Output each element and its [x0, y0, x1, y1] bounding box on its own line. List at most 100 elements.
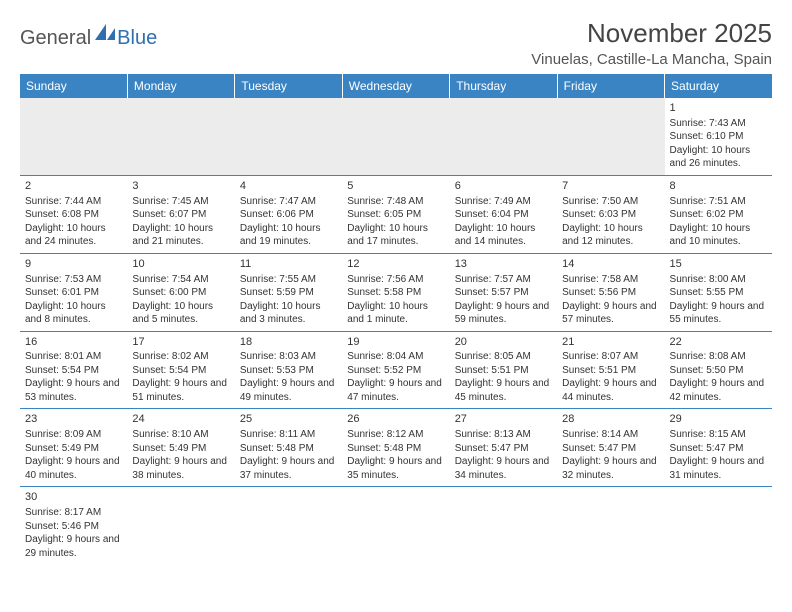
sunrise-line: Sunrise: 7:45 AM [132, 195, 229, 209]
weekday-header: Saturday [665, 74, 772, 98]
day-number: 30 [25, 490, 122, 505]
daylight-line: Daylight: 9 hours and 57 minutes. [562, 300, 659, 327]
calendar-row: 30Sunrise: 8:17 AMSunset: 5:46 PMDayligh… [20, 487, 772, 564]
sunset-line: Sunset: 5:57 PM [455, 286, 552, 300]
sunset-line: Sunset: 5:51 PM [562, 364, 659, 378]
calendar-row: 16Sunrise: 8:01 AMSunset: 5:54 PMDayligh… [20, 331, 772, 409]
calendar-cell: 22Sunrise: 8:08 AMSunset: 5:50 PMDayligh… [665, 331, 772, 409]
day-number: 11 [240, 257, 337, 272]
calendar-cell: 27Sunrise: 8:13 AMSunset: 5:47 PMDayligh… [450, 409, 557, 487]
weekday-header: Wednesday [342, 74, 449, 98]
sunrise-line: Sunrise: 7:43 AM [670, 117, 767, 131]
sunrise-line: Sunrise: 8:02 AM [132, 350, 229, 364]
sunset-line: Sunset: 5:50 PM [670, 364, 767, 378]
sunset-line: Sunset: 6:10 PM [670, 130, 767, 144]
sunrise-line: Sunrise: 8:14 AM [562, 428, 659, 442]
sunset-line: Sunset: 6:02 PM [670, 208, 767, 222]
day-number: 8 [670, 179, 767, 194]
sunset-line: Sunset: 5:52 PM [347, 364, 444, 378]
daylight-line: Daylight: 10 hours and 26 minutes. [670, 144, 767, 171]
day-number: 16 [25, 335, 122, 350]
sunset-line: Sunset: 5:48 PM [347, 442, 444, 456]
sunrise-line: Sunrise: 8:09 AM [25, 428, 122, 442]
day-number: 22 [670, 335, 767, 350]
sunrise-line: Sunrise: 7:56 AM [347, 273, 444, 287]
weekday-header: Monday [127, 74, 234, 98]
sunrise-line: Sunrise: 8:03 AM [240, 350, 337, 364]
sunset-line: Sunset: 6:08 PM [25, 208, 122, 222]
sunset-line: Sunset: 5:49 PM [132, 442, 229, 456]
sunset-line: Sunset: 5:59 PM [240, 286, 337, 300]
calendar-cell [127, 487, 234, 564]
daylight-line: Daylight: 10 hours and 5 minutes. [132, 300, 229, 327]
sunrise-line: Sunrise: 8:04 AM [347, 350, 444, 364]
calendar-row: 23Sunrise: 8:09 AMSunset: 5:49 PMDayligh… [20, 409, 772, 487]
calendar-cell: 16Sunrise: 8:01 AMSunset: 5:54 PMDayligh… [20, 331, 127, 409]
calendar-cell [665, 487, 772, 564]
calendar-cell: 26Sunrise: 8:12 AMSunset: 5:48 PMDayligh… [342, 409, 449, 487]
day-number: 4 [240, 179, 337, 194]
sunrise-line: Sunrise: 7:54 AM [132, 273, 229, 287]
daylight-line: Daylight: 9 hours and 35 minutes. [347, 455, 444, 482]
sunset-line: Sunset: 5:47 PM [562, 442, 659, 456]
weekday-row: SundayMondayTuesdayWednesdayThursdayFrid… [20, 74, 772, 98]
sunrise-line: Sunrise: 8:11 AM [240, 428, 337, 442]
calendar-cell: 7Sunrise: 7:50 AMSunset: 6:03 PMDaylight… [557, 175, 664, 253]
day-number: 15 [670, 257, 767, 272]
sunset-line: Sunset: 6:04 PM [455, 208, 552, 222]
day-number: 3 [132, 179, 229, 194]
calendar-cell [557, 487, 664, 564]
calendar-cell [342, 487, 449, 564]
weekday-header: Friday [557, 74, 664, 98]
sunset-line: Sunset: 5:55 PM [670, 286, 767, 300]
daylight-line: Daylight: 10 hours and 8 minutes. [25, 300, 122, 327]
location-text: Vinuelas, Castille-La Mancha, Spain [531, 51, 772, 68]
sunrise-line: Sunrise: 7:44 AM [25, 195, 122, 209]
sunset-line: Sunset: 5:54 PM [132, 364, 229, 378]
calendar-table: SundayMondayTuesdayWednesdayThursdayFrid… [20, 74, 772, 564]
calendar-cell [127, 98, 234, 175]
sunrise-line: Sunrise: 8:01 AM [25, 350, 122, 364]
sunrise-line: Sunrise: 8:00 AM [670, 273, 767, 287]
sunrise-line: Sunrise: 8:13 AM [455, 428, 552, 442]
day-number: 13 [455, 257, 552, 272]
daylight-line: Daylight: 9 hours and 37 minutes. [240, 455, 337, 482]
logo-text-main: General [20, 27, 91, 50]
sunset-line: Sunset: 6:03 PM [562, 208, 659, 222]
sunset-line: Sunset: 5:47 PM [455, 442, 552, 456]
daylight-line: Daylight: 10 hours and 17 minutes. [347, 222, 444, 249]
daylight-line: Daylight: 9 hours and 31 minutes. [670, 455, 767, 482]
daylight-line: Daylight: 9 hours and 51 minutes. [132, 377, 229, 404]
calendar-row: 2Sunrise: 7:44 AMSunset: 6:08 PMDaylight… [20, 175, 772, 253]
sunrise-line: Sunrise: 8:12 AM [347, 428, 444, 442]
daylight-line: Daylight: 10 hours and 19 minutes. [240, 222, 337, 249]
sunrise-line: Sunrise: 8:17 AM [25, 506, 122, 520]
day-number: 5 [347, 179, 444, 194]
calendar-cell: 3Sunrise: 7:45 AMSunset: 6:07 PMDaylight… [127, 175, 234, 253]
day-number: 27 [455, 412, 552, 427]
calendar-cell: 12Sunrise: 7:56 AMSunset: 5:58 PMDayligh… [342, 253, 449, 331]
month-title: November 2025 [531, 18, 772, 49]
calendar-cell: 10Sunrise: 7:54 AMSunset: 6:00 PMDayligh… [127, 253, 234, 331]
sunset-line: Sunset: 5:54 PM [25, 364, 122, 378]
daylight-line: Daylight: 9 hours and 34 minutes. [455, 455, 552, 482]
daylight-line: Daylight: 9 hours and 38 minutes. [132, 455, 229, 482]
day-number: 18 [240, 335, 337, 350]
calendar-cell [342, 98, 449, 175]
sunrise-line: Sunrise: 8:10 AM [132, 428, 229, 442]
calendar-cell: 1Sunrise: 7:43 AMSunset: 6:10 PMDaylight… [665, 98, 772, 175]
daylight-line: Daylight: 10 hours and 3 minutes. [240, 300, 337, 327]
calendar-cell [450, 98, 557, 175]
daylight-line: Daylight: 9 hours and 44 minutes. [562, 377, 659, 404]
calendar-cell: 11Sunrise: 7:55 AMSunset: 5:59 PMDayligh… [235, 253, 342, 331]
calendar-cell: 15Sunrise: 8:00 AMSunset: 5:55 PMDayligh… [665, 253, 772, 331]
sunset-line: Sunset: 5:51 PM [455, 364, 552, 378]
day-number: 26 [347, 412, 444, 427]
logo-sail-icon [95, 24, 117, 45]
calendar-cell: 5Sunrise: 7:48 AMSunset: 6:05 PMDaylight… [342, 175, 449, 253]
daylight-line: Daylight: 10 hours and 21 minutes. [132, 222, 229, 249]
sunset-line: Sunset: 6:00 PM [132, 286, 229, 300]
daylight-line: Daylight: 9 hours and 59 minutes. [455, 300, 552, 327]
day-number: 12 [347, 257, 444, 272]
day-number: 9 [25, 257, 122, 272]
